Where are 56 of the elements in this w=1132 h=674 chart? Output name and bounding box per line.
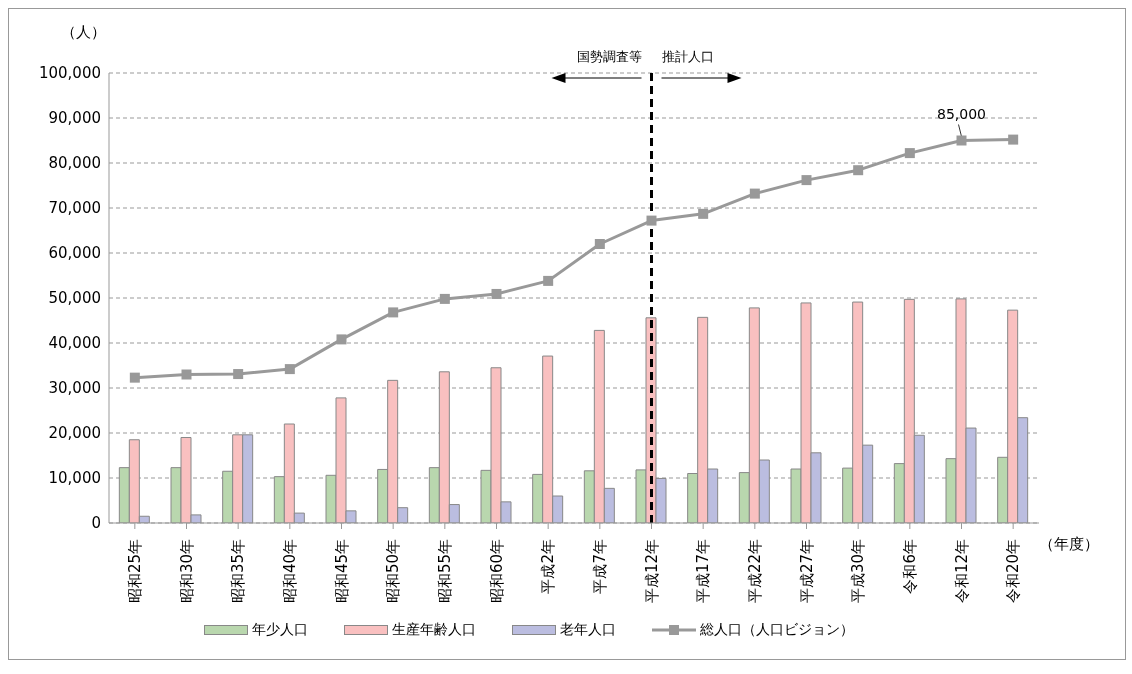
point	[388, 307, 399, 318]
text: 推計人口	[661, 49, 714, 64]
x-tick-label: 昭和30年	[177, 539, 196, 604]
point	[233, 369, 244, 380]
x-tick-label: 昭和55年	[435, 539, 454, 604]
point	[491, 288, 502, 299]
annotation: 85,000	[937, 105, 986, 122]
point	[439, 293, 450, 304]
x-tick-label: 平成2年	[539, 539, 558, 594]
point	[181, 369, 192, 380]
y-tick-label: 50,000	[48, 289, 101, 308]
point	[594, 239, 605, 249]
x-tick-label: 平成12年	[642, 539, 661, 604]
point	[284, 364, 295, 375]
point	[646, 215, 657, 226]
legend-label: 総人口（人口ビジョン）	[700, 621, 854, 639]
point	[801, 175, 812, 186]
legend-label: 生産年齢人口	[392, 621, 476, 639]
x-tick-label: 平成7年	[590, 539, 609, 594]
point	[956, 135, 967, 146]
legend-label: 年少人口	[252, 621, 308, 639]
point	[904, 148, 915, 159]
legend-label: 老年人口	[560, 621, 616, 639]
x-tick-label: 令和20年	[1004, 539, 1023, 604]
y-tick-label: 90,000	[48, 109, 101, 128]
point	[749, 188, 760, 199]
x-axis-title: （年度）	[1039, 535, 1099, 554]
point	[129, 372, 140, 383]
y-tick-label: 70,000	[48, 199, 101, 218]
y-tick-label: 60,000	[48, 244, 101, 263]
x-tick-label: 昭和50年	[384, 539, 403, 604]
x-tick-label: 昭和25年	[125, 539, 144, 604]
point	[336, 334, 347, 345]
point	[853, 165, 864, 176]
x-tick-label: 昭和45年	[332, 539, 351, 604]
x-tick-label: 昭和35年	[229, 539, 248, 604]
point	[543, 275, 554, 286]
x-tick-label: 平成30年	[849, 539, 868, 604]
y-tick-label: 0	[91, 514, 101, 533]
x-tick-label: 平成22年	[745, 539, 764, 604]
point	[698, 208, 709, 219]
x-tick-label: 平成27年	[797, 539, 816, 604]
y-tick-label: 10,000	[48, 469, 101, 488]
y-tick-label: 80,000	[48, 154, 101, 173]
x-tick-label: 昭和60年	[487, 539, 506, 604]
y-tick-label: 100,000	[38, 64, 101, 83]
x-tick-label: 平成17年	[694, 539, 713, 604]
x-tick-label: 令和12年	[952, 539, 971, 604]
y-tick-label: 40,000	[48, 334, 101, 353]
y-tick-label: 20,000	[48, 424, 101, 443]
x-tick-label: 令和6年	[900, 539, 919, 594]
text: 国勢調査等	[576, 49, 642, 64]
y-axis-title: （人）	[61, 23, 106, 42]
x-tick-label: 昭和40年	[280, 539, 299, 604]
point	[1008, 134, 1019, 145]
y-tick-label: 30,000	[48, 379, 101, 398]
